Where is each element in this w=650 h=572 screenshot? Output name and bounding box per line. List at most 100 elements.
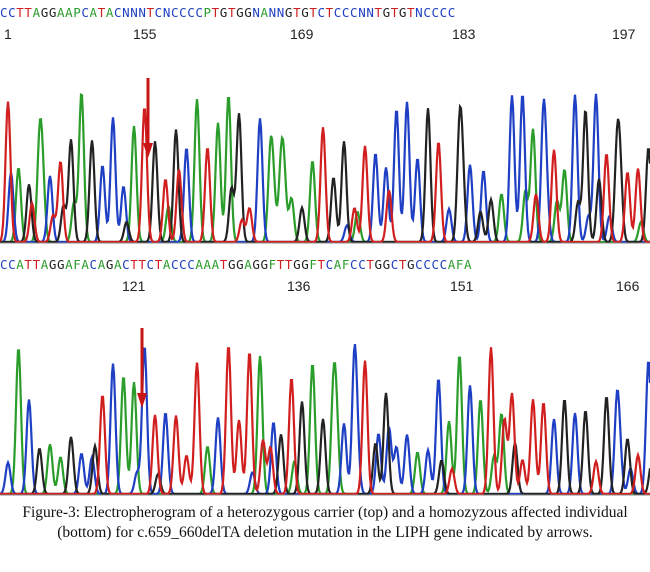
base-call: A [16, 257, 25, 272]
base-call: F [73, 257, 82, 272]
base-call: T [390, 5, 399, 20]
base-call: T [309, 5, 318, 20]
bottom-position-label: 151 [450, 278, 474, 294]
base-call: T [398, 257, 408, 272]
base-call: A [333, 257, 342, 272]
base-call: T [16, 5, 25, 20]
mutation-arrow-head [143, 143, 153, 158]
bottom-position-label: 166 [616, 278, 640, 294]
base-call: T [138, 257, 147, 272]
base-call: C [439, 5, 448, 20]
base-call: P [203, 5, 212, 20]
base-call: A [97, 257, 106, 272]
base-call: G [398, 5, 408, 20]
base-call: C [0, 5, 9, 20]
base-call: G [236, 257, 245, 272]
base-call: N [162, 5, 171, 20]
base-call: C [89, 257, 98, 272]
base-call: C [350, 257, 359, 272]
base-call: G [40, 5, 49, 20]
base-call: G [219, 5, 228, 20]
base-call: T [366, 257, 375, 272]
base-call: T [317, 257, 326, 272]
base-call: N [122, 5, 131, 20]
base-call: C [341, 5, 351, 20]
trace-t [0, 101, 650, 244]
base-call: G [382, 257, 391, 272]
base-call: C [317, 5, 326, 20]
bottom-position-label: 136 [287, 278, 311, 294]
electropherogram-figure: CCTTAGGAAPCATACNNNTCNCCCCPTGTGGNANNGTGTC… [0, 0, 650, 500]
base-call: G [374, 257, 383, 272]
base-call: A [260, 5, 269, 20]
base-call: N [415, 5, 424, 20]
base-call: C [187, 5, 196, 20]
base-call: C [423, 257, 432, 272]
base-call: G [105, 257, 114, 272]
base-call: C [350, 5, 359, 20]
base-call: T [154, 257, 163, 272]
base-call: C [0, 257, 9, 272]
base-call: T [97, 5, 106, 20]
base-call: A [81, 257, 90, 272]
base-call: C [113, 5, 123, 20]
base-call: T [284, 257, 294, 272]
base-call: C [170, 257, 180, 272]
base-call: C [415, 257, 424, 272]
base-call: T [407, 5, 416, 20]
base-call: A [65, 257, 74, 272]
base-call: A [40, 257, 49, 272]
base-call: C [154, 5, 163, 20]
top-panel-carrier: CCTTAGGAAPCATACNNNTCNCCCCPTGTGGNANNGTGTC… [0, 0, 650, 250]
base-call: T [146, 5, 155, 20]
base-call: N [268, 5, 277, 20]
trace-t [0, 347, 650, 496]
base-call: A [464, 257, 473, 272]
base-call: A [32, 5, 41, 20]
base-call: G [407, 257, 416, 272]
bottom-panel-affected: CCATTAGGAFACAGACTTCTACCCAAATGGAGGFTTGGFT… [0, 252, 650, 500]
base-call: G [301, 257, 310, 272]
base-call: C [81, 5, 90, 20]
base-call: F [268, 257, 277, 272]
base-call: N [366, 5, 375, 20]
base-call: F [455, 257, 465, 272]
top-position-label: 169 [290, 26, 314, 42]
base-call: C [179, 257, 188, 272]
base-call: G [236, 5, 245, 20]
base-call: C [8, 5, 17, 20]
base-call: T [293, 5, 302, 20]
base-call: F [309, 257, 318, 272]
base-call: C [358, 257, 367, 272]
base-call: C [170, 5, 180, 20]
top-sequence-line: CCTTAGGAAPCATACNNNTCNCCCCPTGTGGNANNGTGTC… [0, 0, 650, 26]
base-call: C [187, 257, 196, 272]
base-call: C [195, 5, 204, 20]
base-call: A [244, 257, 253, 272]
base-call: G [56, 257, 66, 272]
base-call: T [32, 257, 41, 272]
trace-g [0, 392, 650, 496]
base-call: A [65, 5, 74, 20]
base-call: C [333, 5, 342, 20]
base-call: T [276, 257, 285, 272]
base-call: G [48, 257, 57, 272]
base-call: A [162, 257, 171, 272]
top-position-label: 1 [4, 26, 12, 42]
base-call: N [358, 5, 367, 20]
base-call: A [211, 257, 220, 272]
base-call: C [423, 5, 432, 20]
base-call: A [105, 5, 114, 20]
base-call: C [447, 5, 456, 20]
base-call: T [24, 257, 33, 272]
bottom-sequence-line: CCATTAGGAFACAGACTTCTACCCAAATGGAGGFTTGGFT… [0, 252, 650, 278]
base-call: A [56, 5, 66, 20]
base-call: G [48, 5, 57, 20]
base-call: G [252, 257, 261, 272]
top-position-label: 197 [612, 26, 636, 42]
base-call: A [89, 5, 98, 20]
bottom-trace-plot [0, 328, 650, 496]
base-call: A [203, 257, 212, 272]
top-position-label: 155 [133, 26, 157, 42]
base-call: C [390, 257, 399, 272]
